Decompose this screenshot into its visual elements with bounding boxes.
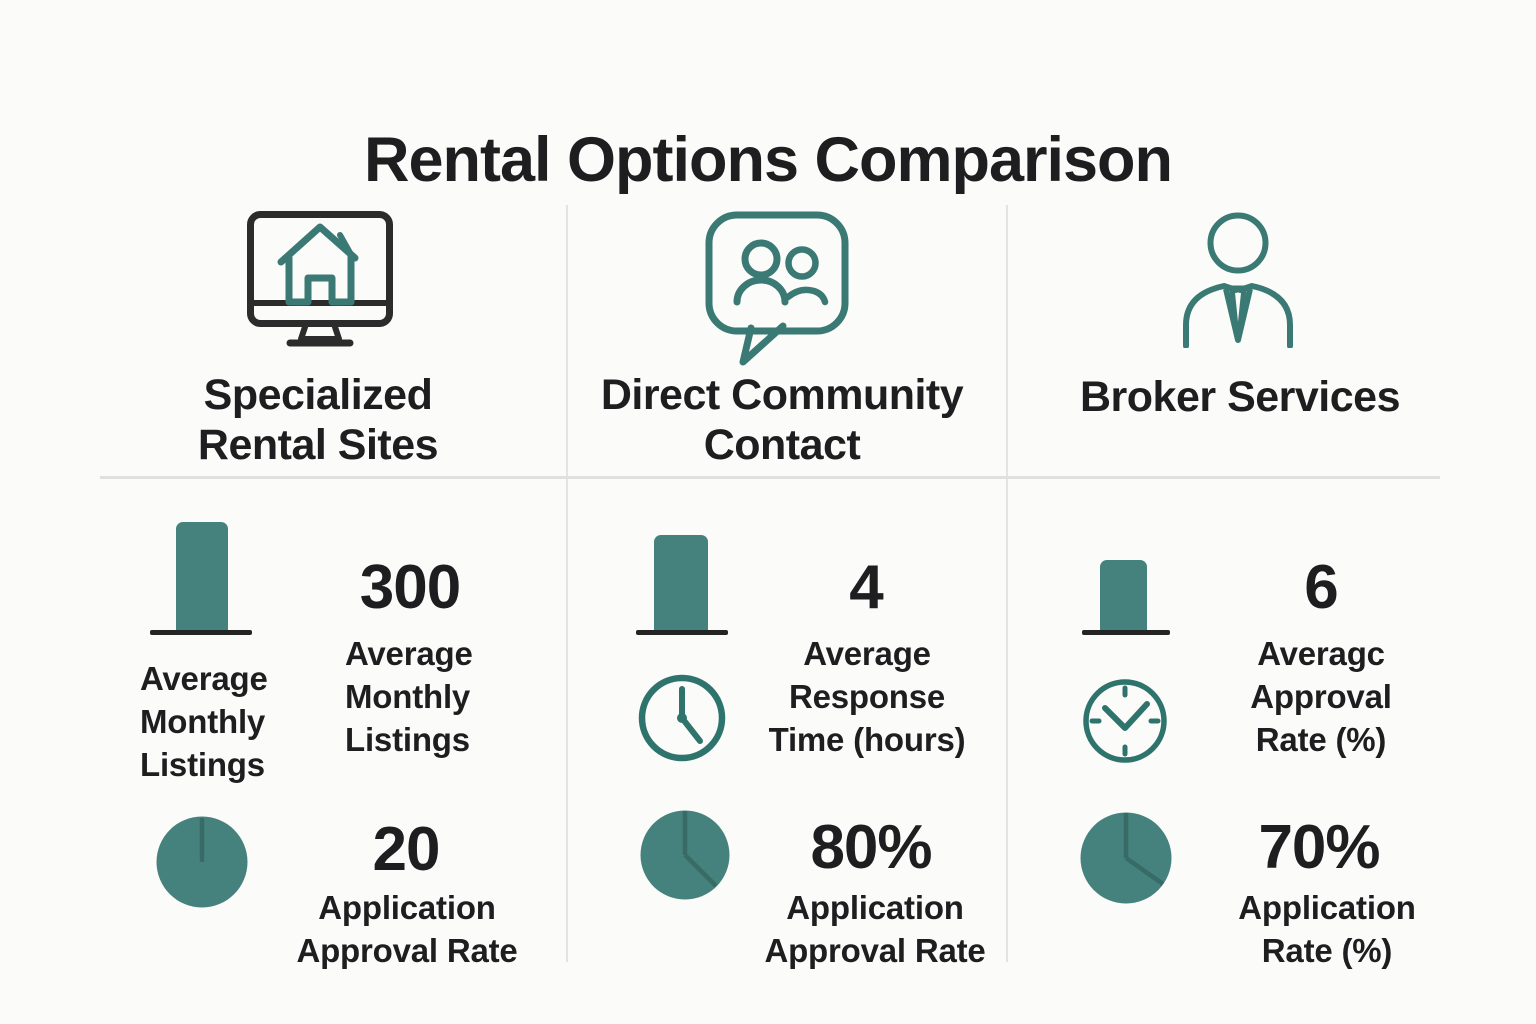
monitor-house-icon: [247, 211, 393, 347]
column-title-broker-services: Broker Services: [1080, 373, 1401, 421]
pie-chart-icon: [156, 816, 248, 908]
clock-icon: [638, 674, 726, 762]
pie-chart-icon: [1080, 812, 1172, 904]
bar-chart-icon: [1100, 560, 1147, 632]
section-divider: [100, 476, 1440, 479]
pie-chart-icon: [640, 810, 730, 900]
stat-label: Application Approval Rate: [296, 889, 518, 969]
bar-chart-icon: [176, 522, 228, 632]
stat-label: Averagc Approval Rate (%): [1250, 635, 1392, 758]
stat-label: Application Approval Rate: [764, 889, 986, 969]
bar-baseline: [150, 630, 252, 635]
page-title: Rental Options Comparison: [363, 125, 1173, 196]
bar-baseline: [636, 630, 728, 635]
bar-chart-icon: [654, 535, 708, 632]
stat-value: 70%: [1258, 813, 1380, 882]
column-title-direct-community-contact: Direct Community Contact: [600, 371, 964, 469]
stat-value: 20: [372, 815, 441, 884]
clock-icon: [1083, 679, 1167, 763]
stat-value: 6: [1304, 553, 1338, 622]
bar-baseline: [1082, 630, 1170, 635]
stat-value: 300: [359, 553, 461, 622]
column-title-specialized-rental-sites: Specialized Rental Sites: [197, 371, 439, 469]
broker-person-icon: [1183, 212, 1293, 348]
stat-value: 4: [849, 553, 883, 622]
stat-label: Average Monthly Listings: [345, 635, 473, 758]
bar-icon-label: Average Monthly Listings: [140, 660, 268, 783]
column-divider: [1006, 205, 1008, 962]
chat-people-icon: [705, 211, 849, 366]
stat-label: Average Response Time (hours): [768, 635, 966, 758]
column-divider: [566, 205, 568, 962]
stat-value: 80%: [810, 813, 932, 882]
stat-label: Application Rate (%): [1238, 889, 1416, 969]
